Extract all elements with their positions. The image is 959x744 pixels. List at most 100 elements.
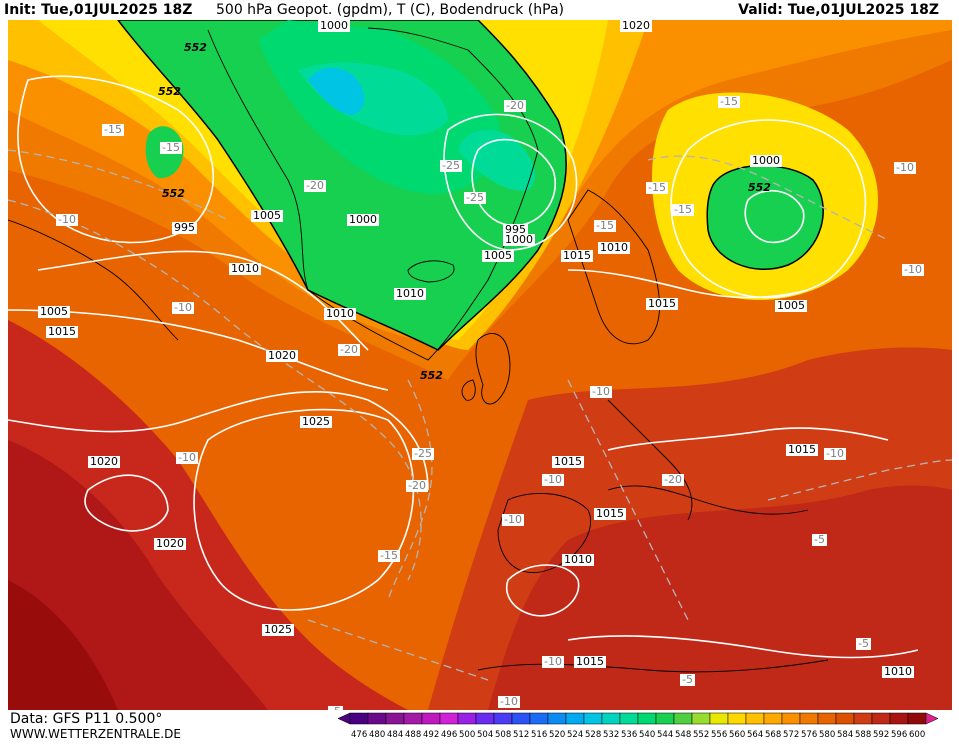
isobar-1000-russia <box>670 119 867 299</box>
website-credit: WWW.WETTERZENTRALE.DE <box>10 727 181 741</box>
pressure-label: 1010 <box>882 665 914 678</box>
pressure-label: 1010 <box>229 262 261 275</box>
temperature-label: -5 <box>812 533 827 546</box>
isobar-1015-iberia <box>506 564 580 617</box>
pressure-label: 1010 <box>562 553 594 566</box>
pressure-label: 1015 <box>46 325 78 338</box>
pressure-label: 1005 <box>251 209 283 222</box>
coastlines <box>8 27 829 673</box>
pressure-label: 995 <box>172 221 197 234</box>
scale-swatch <box>727 712 747 725</box>
pressure-label: 1025 <box>300 415 332 428</box>
isotherm-minus5-east <box>767 459 952 501</box>
isotherm-minus10-west <box>8 199 422 581</box>
pressure-label: 1015 <box>574 655 606 668</box>
scale-tick-label: 536 <box>621 730 637 740</box>
temperature-label: -15 <box>672 203 694 216</box>
scale-swatch <box>745 712 765 725</box>
temperature-isotherms <box>8 149 952 681</box>
temperature-label: -15 <box>594 219 616 232</box>
scale-tick-label: 600 <box>909 730 925 740</box>
pressure-label: 1015 <box>552 455 584 468</box>
temperature-label: -10 <box>542 655 564 668</box>
weather-map: 1000 1020 995 1005 1000 1010 1005 1015 1010 1000 9… <box>8 20 952 710</box>
isobar-1015-south <box>607 427 889 451</box>
geopotential-label: 552 <box>748 181 771 194</box>
pressure-label: 1010 <box>324 307 356 320</box>
scale-arrow-left <box>337 712 351 725</box>
isotherm-minus10-central <box>567 379 689 621</box>
scale-swatch <box>475 712 495 725</box>
scale-swatch <box>349 712 369 725</box>
temperature-label: -20 <box>338 343 360 356</box>
pressure-label: 1010 <box>598 241 630 254</box>
scale-swatch <box>457 712 477 725</box>
pressure-label: 1020 <box>266 349 298 362</box>
isotherm-minus10-south <box>307 619 489 681</box>
italy-coast <box>607 399 693 521</box>
iceland-coast <box>407 260 455 283</box>
temperature-label: -20 <box>304 179 326 192</box>
isobar-west-low <box>17 75 215 244</box>
scale-swatch <box>511 712 531 725</box>
scale-swatch <box>691 712 711 725</box>
pressure-label: 1005 <box>38 305 70 318</box>
scale-tick-label: 580 <box>819 730 835 740</box>
ireland-coast <box>461 379 476 401</box>
pressure-label: 1005 <box>482 249 514 262</box>
temperature-label: -10 <box>542 473 564 486</box>
temperature-label: -10 <box>502 513 524 526</box>
pressure-label: 1005 <box>775 299 807 312</box>
temperature-label: -25 <box>440 159 462 172</box>
scale-tick-label: 576 <box>801 730 817 740</box>
temperature-label: -10 <box>894 161 916 174</box>
scale-tick-label: 532 <box>603 730 619 740</box>
isobar-1020-west <box>84 474 169 532</box>
field-536-east <box>458 130 536 191</box>
temperature-label: -20 <box>406 479 428 492</box>
scale-tick-label: 560 <box>729 730 745 740</box>
scale-swatch <box>367 712 387 725</box>
scale-swatch <box>853 712 873 725</box>
field-596 <box>8 580 118 710</box>
geopotential-label: 552 <box>158 85 181 98</box>
scale-tick-label: 548 <box>675 730 691 740</box>
scale-swatch <box>601 712 621 725</box>
scale-tick-label: 480 <box>369 730 385 740</box>
scale-tick-label: 488 <box>405 730 421 740</box>
init-time: Init: Tue,01JUL2025 18Z <box>4 2 193 18</box>
scale-arrow-right <box>925 712 939 725</box>
pressure-label: 1000 <box>503 233 535 246</box>
temperature-label: -25 <box>464 191 486 204</box>
canada-coast <box>8 219 179 341</box>
scale-tick-label: 516 <box>531 730 547 740</box>
geopotential-label: 552 <box>420 369 443 382</box>
scale-swatch <box>907 712 927 725</box>
data-source: Data: GFS P11 0.500° <box>10 711 163 727</box>
field-528 <box>308 68 365 115</box>
pressure-label: 1015 <box>594 507 626 520</box>
scale-tick-label: 496 <box>441 730 457 740</box>
scale-tick-label: 572 <box>783 730 799 740</box>
temperature-label: -25 <box>412 447 434 460</box>
temperature-label: -5 <box>856 637 871 650</box>
scale-swatch <box>439 712 459 725</box>
scale-swatch <box>385 712 405 725</box>
isobar-1015-east <box>567 269 809 299</box>
temperature-label: -15 <box>378 549 400 562</box>
temperature-label: -5 <box>680 673 695 686</box>
isobar-1015 <box>8 309 389 391</box>
isotherm-minus20 <box>387 379 433 601</box>
pressure-label: 1025 <box>262 623 294 636</box>
scale-swatch <box>403 712 423 725</box>
pressure-label: 1020 <box>154 537 186 550</box>
scale-swatch <box>547 712 567 725</box>
temperature-label: -10 <box>56 213 78 226</box>
scale-swatch <box>619 712 639 725</box>
header-bar: Init: Tue,01JUL2025 18Z 500 hPa Geopot. … <box>0 0 959 20</box>
scale-tick-label: 556 <box>711 730 727 740</box>
temperature-label: -15 <box>102 123 124 136</box>
scale-swatch <box>709 712 729 725</box>
scale-swatch <box>673 712 693 725</box>
scale-tick-label: 564 <box>747 730 763 740</box>
